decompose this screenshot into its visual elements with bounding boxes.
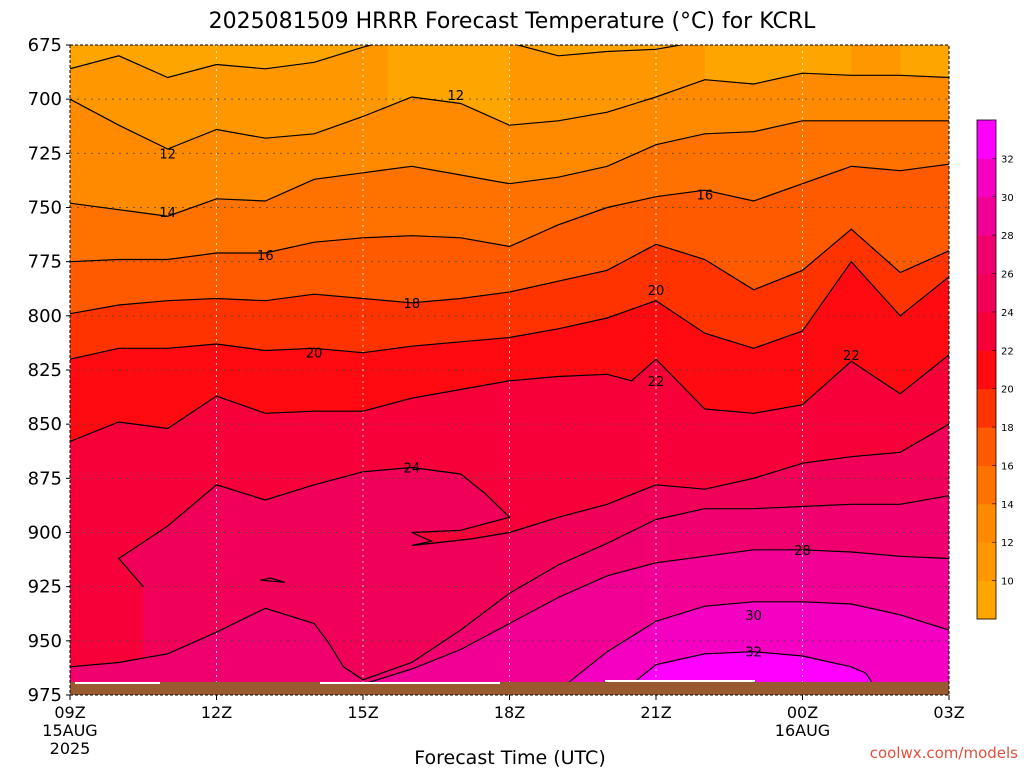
colorbar-segment <box>977 273 996 313</box>
colorbar-label: 30 <box>1001 193 1014 204</box>
x-tick-label: 09Z <box>54 703 85 722</box>
colorbar-label: 20 <box>1001 385 1014 396</box>
x-tick-label: 03Z <box>933 703 964 722</box>
x-tick-label: 15Z <box>347 703 378 722</box>
colorbar-label: 22 <box>1001 346 1014 357</box>
x-tick-label: 21Z <box>640 703 671 722</box>
colorbar: 10 12 14 16 18 20 22 24 26 28 30 32 <box>976 119 1014 620</box>
y-tick-label: 925 <box>28 577 62 598</box>
y-tick-label: 900 <box>28 523 62 544</box>
y-tick-label: 725 <box>28 143 62 164</box>
colorbar-segment <box>977 503 996 543</box>
x-tick-label: 00Z <box>787 703 818 722</box>
y-tick-label: 975 <box>28 685 62 706</box>
contour-label-12: 12 <box>448 89 465 104</box>
colorbar-segment <box>977 388 996 428</box>
y-tick-label: 875 <box>28 468 62 489</box>
ground-surface <box>70 682 949 695</box>
colorbar-label: 26 <box>1001 270 1014 281</box>
x-tick-label: 18Z <box>494 703 525 722</box>
contour-label-22: 22 <box>648 375 665 390</box>
colorbar-segment <box>977 465 996 505</box>
colorbar-label: 24 <box>1001 308 1014 319</box>
contour-line-10 <box>851 41 900 43</box>
contour-label-14: 14 <box>159 206 176 221</box>
y-tick-label: 950 <box>28 631 62 652</box>
contour-line-10 <box>515 45 684 57</box>
contour-label-16: 16 <box>697 189 714 204</box>
contour-line-26 <box>70 495 949 681</box>
contour-line-16 <box>70 163 949 263</box>
colorbar-segment <box>977 311 996 351</box>
colorbar-label: 16 <box>1001 461 1014 472</box>
colorbar-segment <box>977 120 996 159</box>
colorbar-label: 12 <box>1001 538 1014 549</box>
y-tick-label: 825 <box>28 360 62 381</box>
y-tick-label: 675 <box>28 35 62 56</box>
x-axis-title: Forecast Time (UTC) <box>414 747 605 768</box>
contour-label-20: 20 <box>648 284 665 299</box>
y-tick-label: 700 <box>28 89 62 110</box>
contour-line-22 <box>70 354 949 443</box>
contour-line-10 <box>70 45 374 79</box>
colorbar-label: 18 <box>1001 423 1014 434</box>
colorbar-label: 32 <box>1001 154 1014 165</box>
x-tick-date: 16AUG <box>775 721 830 740</box>
plot-area <box>70 41 949 695</box>
colorbar-segment <box>977 158 996 198</box>
surface-gaps <box>75 680 755 684</box>
y-tick-label: 750 <box>28 198 62 219</box>
contour-line-28 <box>362 549 949 685</box>
credit-text: coolwx.com/models <box>870 744 1018 762</box>
colorbar-segment <box>977 580 996 620</box>
y-tick-label: 800 <box>28 306 62 327</box>
contour-label-12: 12 <box>159 147 176 162</box>
contour-line-14 <box>70 120 949 217</box>
contour-label-24: 24 <box>404 462 421 477</box>
x-tick-year: 2025 <box>50 739 91 758</box>
contour-line-24 <box>117 423 949 588</box>
contour-line-18 <box>70 228 949 315</box>
colorbar-label: 28 <box>1001 231 1014 242</box>
contour-label-28: 28 <box>794 544 811 559</box>
contour-label-20: 20 <box>306 347 323 362</box>
contour-line-30 <box>557 601 949 692</box>
colorbar-segment <box>977 427 996 466</box>
y-tick-label: 775 <box>28 252 62 273</box>
contour-labels: 12 12 14 16 16 18 20 20 22 22 24 28 30 32 <box>159 89 859 661</box>
contour-line-24 <box>260 577 286 583</box>
y-tick-label: 850 <box>28 414 62 435</box>
grid-lines <box>70 45 949 695</box>
colorbar-segment <box>977 542 996 582</box>
contour-label-16: 16 <box>257 249 274 264</box>
colorbar-label: 10 <box>1001 577 1014 588</box>
contour-line-32 <box>631 651 877 689</box>
colorbar-segment <box>977 235 996 275</box>
contour-label-32: 32 <box>745 646 762 661</box>
contour-lines <box>70 41 949 692</box>
chart-title: 2025081509 HRRR Forecast Temperature (°C… <box>209 9 816 34</box>
contour-label-18: 18 <box>404 297 421 312</box>
contour-line-20 <box>70 260 949 360</box>
colorbar-segment <box>977 196 996 236</box>
contour-line-12 <box>70 72 949 150</box>
colorbar-frame <box>976 119 997 620</box>
contour-label-30: 30 <box>745 609 762 624</box>
x-tick-label: 12Z <box>201 703 232 722</box>
x-tick-date: 15AUG <box>42 721 97 740</box>
y-axis: 675 700 725 750 775 800 825 850 875 900 925 950 975 <box>28 35 70 706</box>
contour-label-22: 22 <box>843 349 860 364</box>
colorbar-label: 14 <box>1001 500 1014 511</box>
colorbar-segment <box>977 350 996 390</box>
